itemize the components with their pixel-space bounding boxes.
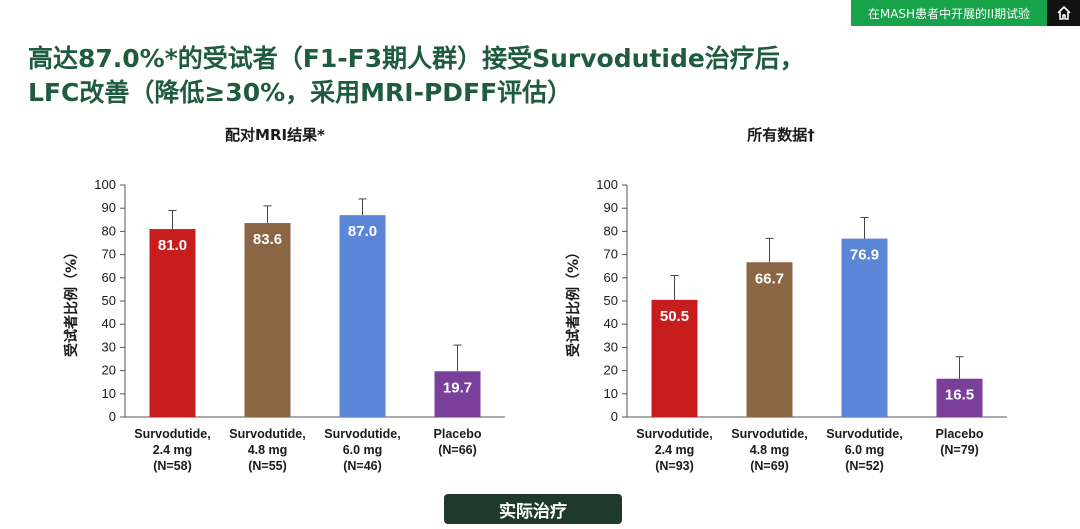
chart-2-category-label-1-line-1: Survodutide, (636, 427, 712, 441)
chart-1-value-label-3: 87.0 (348, 223, 377, 240)
chart-2-ytick-label: 10 (604, 386, 618, 401)
chart-1-ylabel: 受试者比例（%） (63, 245, 80, 357)
page-title-line-2: LFC改善（降低≥30%，采用MRI-PDFF评估） (28, 78, 573, 107)
chart-1-category-label-1-line-2: 2.4 mg (153, 443, 193, 457)
chart-2-ytick-label: 0 (611, 409, 618, 424)
chart-2-bar-4 (936, 378, 983, 417)
chart-1-ytick-label: 80 (102, 223, 116, 238)
chart-2-ytick-label: 70 (604, 247, 618, 262)
chart-1-value-label-2: 83.6 (253, 231, 282, 248)
chart-1-paired-mri: 受试者比例（%） 0 10 20 30 40 50 60 70 80 90 100 81.0 Survod… (63, 177, 505, 473)
chart-1-category-label-3-line-2: 6.0 mg (343, 443, 383, 457)
chart-1-bar-2 (244, 223, 291, 417)
chart-2-bar-3 (841, 238, 888, 417)
chart-2-category-label-2-line-2: 4.8 mg (750, 443, 790, 457)
chart-1-category-label-2-line-1: Survodutide, (229, 427, 305, 441)
chart-2-category-label-4-line-2: (N=79) (940, 443, 979, 457)
chart-2-category-label-4-line-1: Placebo (936, 427, 984, 441)
chart-2-ytick-label: 80 (604, 223, 618, 238)
page-title: 高达87.0%*的受试者（F1-F3期人群）接受Survodutide治疗后， … (28, 42, 1048, 110)
chart-2-category-label-1-line-3: (N=93) (655, 459, 694, 473)
home-icon (1056, 6, 1071, 20)
chart-2-ytick-label: 30 (604, 339, 618, 354)
chart-1-ytick-label: 40 (102, 316, 116, 331)
chart-2-value-label-2: 66.7 (755, 270, 784, 287)
chart-2-bar-2 (746, 262, 793, 417)
chart-1-bar-1 (149, 229, 196, 417)
trial-tag: 在MASH患者中开展的II期试验 (851, 0, 1047, 26)
chart-2-category-label-2-line-3: (N=69) (750, 459, 789, 473)
chart-1-bar-3 (339, 215, 386, 417)
chart-2-value-label-1: 50.5 (660, 308, 689, 325)
chart-2-category-label-1-line-2: 2.4 mg (655, 443, 695, 457)
chart-2-value-label-3: 76.9 (850, 247, 879, 264)
chart-1-category-label-2-line-3: (N=55) (248, 459, 287, 473)
chart-1-category-label-4-line-1: Placebo (434, 427, 482, 441)
chart-2-ylabel: 受试者比例（%） (565, 245, 582, 357)
chart-1-title: 配对MRI结果* (225, 126, 325, 144)
chart-1-ytick-label: 90 (102, 200, 116, 215)
chart-1-ytick-label: 100 (94, 177, 116, 192)
chart-1-category-label-3-line-1: Survodutide, (324, 427, 400, 441)
chart-2-category-label-3-line-3: (N=52) (845, 459, 884, 473)
chart-2-ytick-label: 40 (604, 316, 618, 331)
chart-2-ytick-label: 20 (604, 363, 618, 378)
chart-1-ytick-label: 20 (102, 363, 116, 378)
chart-2-title: 所有数据† (747, 126, 815, 144)
chart-2-ytick-label: 90 (604, 200, 618, 215)
chart-1-category-label-1-line-3: (N=58) (153, 459, 192, 473)
chart-1-ytick-label: 0 (109, 409, 116, 424)
page-title-line-1: 高达87.0%*的受试者（F1-F3期人群）接受Survodutide治疗后， (28, 44, 805, 73)
chart-1-ytick-label: 60 (102, 270, 116, 285)
chart-2-value-label-4: 16.5 (945, 387, 974, 404)
chart-1-ytick-label: 30 (102, 339, 116, 354)
chart-1-value-label-4: 19.7 (443, 379, 472, 396)
chart-1-ytick-label: 10 (102, 386, 116, 401)
chart-1-category-label-2-line-2: 4.8 mg (248, 443, 288, 457)
chart-1-value-label-1: 81.0 (158, 237, 187, 254)
chart-1-bar-4 (434, 371, 481, 417)
chart-2-category-label-2-line-1: Survodutide, (731, 427, 807, 441)
chart-2-category-label-3-line-1: Survodutide, (826, 427, 902, 441)
chart-1-category-label-1-line-1: Survodutide, (134, 427, 210, 441)
chart-2-ytick-label: 100 (596, 177, 618, 192)
actual-treatment-button[interactable]: 实际治疗 (444, 494, 622, 524)
chart-1-ytick-label: 70 (102, 247, 116, 262)
chart-1-category-label-3-line-3: (N=46) (343, 459, 382, 473)
home-button[interactable] (1047, 0, 1080, 26)
chart-2-category-label-3-line-2: 6.0 mg (845, 443, 885, 457)
chart-2-ytick-label: 50 (604, 293, 618, 308)
chart-2-ytick-label: 60 (604, 270, 618, 285)
chart-1-category-label-4-line-2: (N=66) (438, 443, 477, 457)
chart-1-ytick-label: 50 (102, 293, 116, 308)
chart-2-bar-1 (651, 299, 698, 417)
chart-2-all-data: 受试者比例（%） 0 10 20 30 40 50 60 70 80 90 100 50.5 Survod… (565, 177, 1007, 473)
